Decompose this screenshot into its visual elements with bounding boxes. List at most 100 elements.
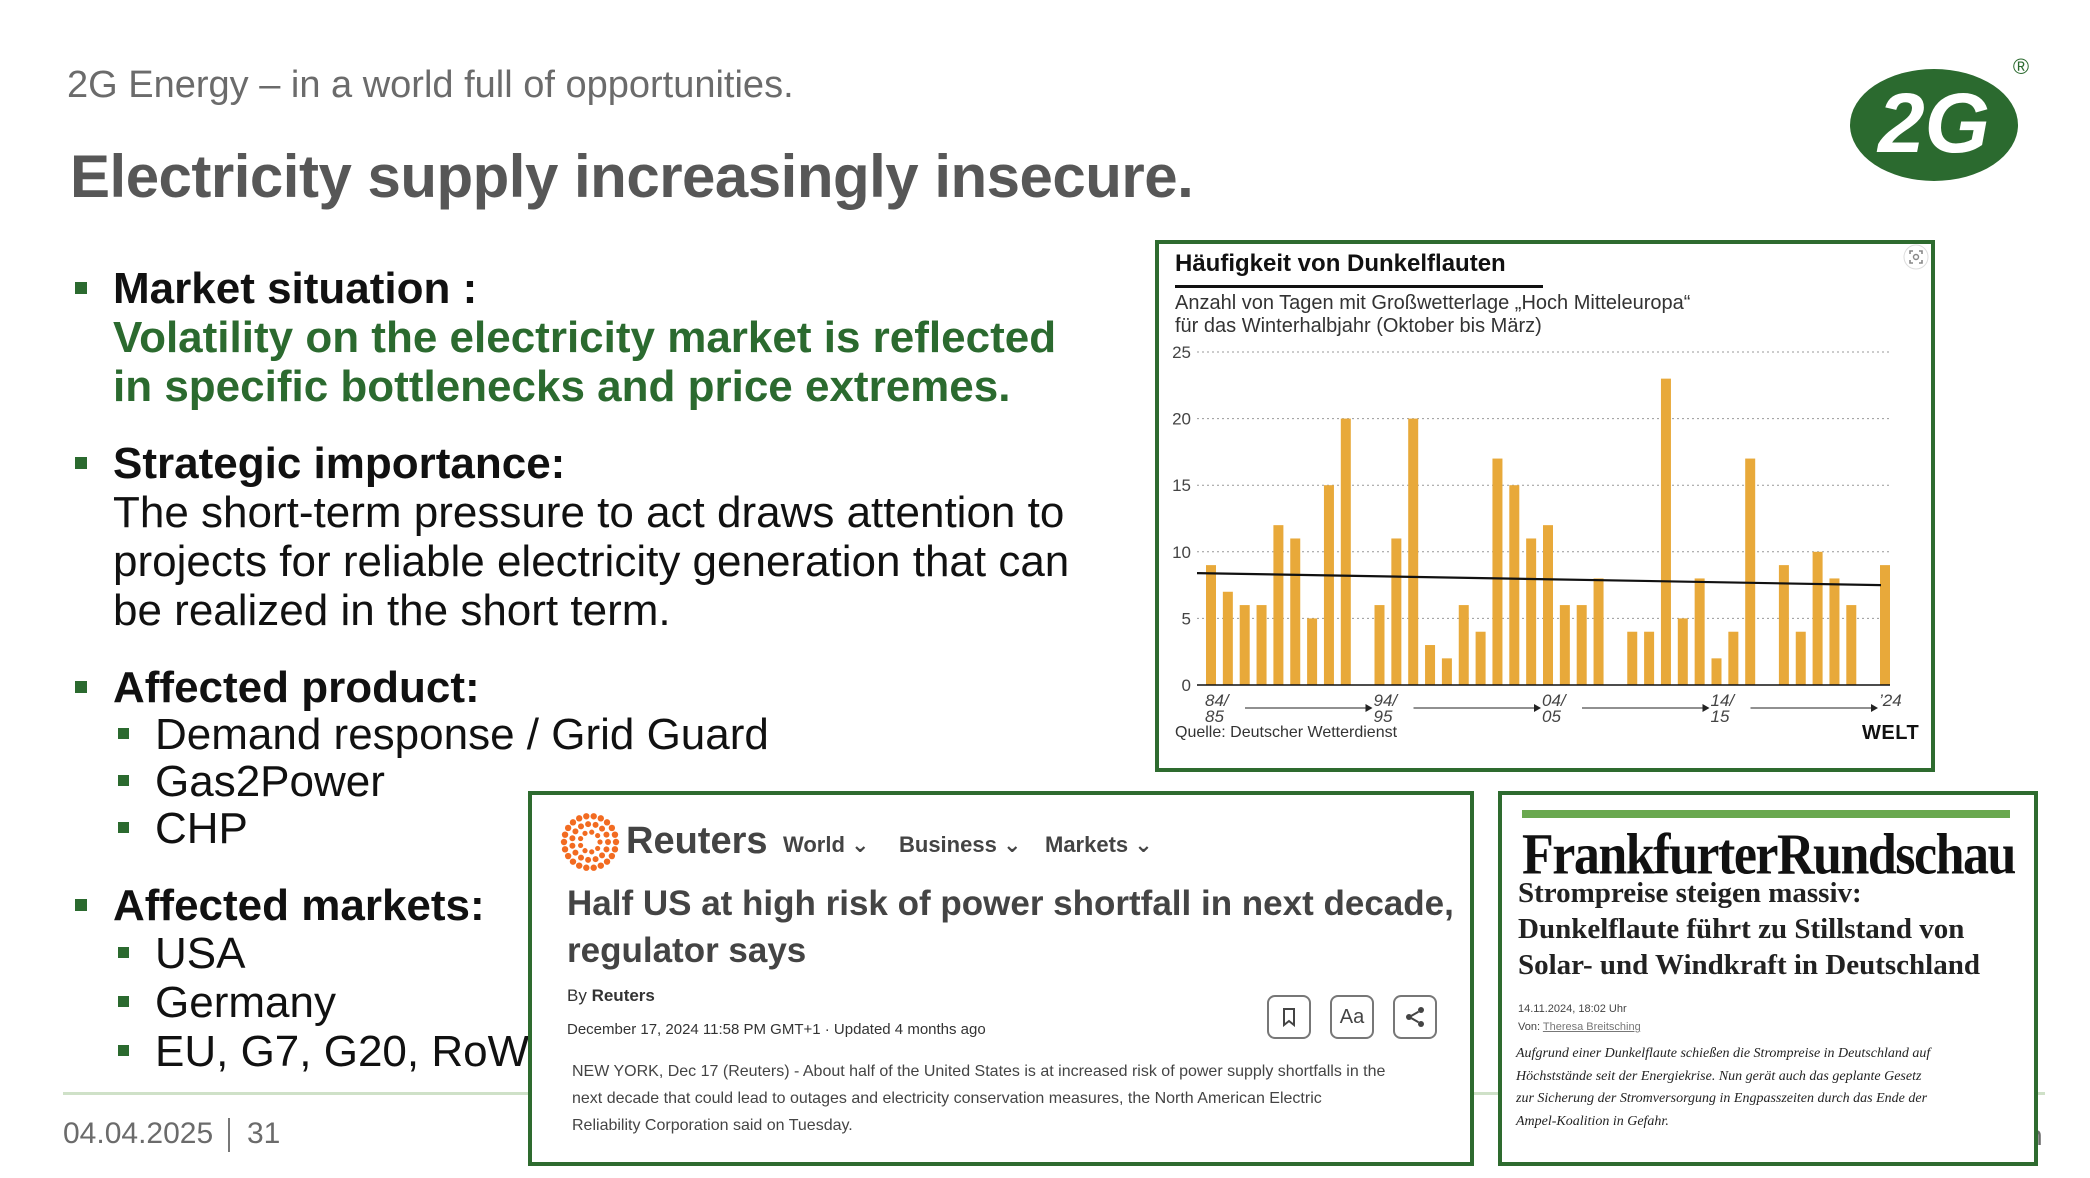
y-tick-label: 25 xyxy=(1172,345,1191,362)
strategic-text-3: be realized in the short term. xyxy=(113,586,671,635)
logo-dot xyxy=(597,862,605,869)
nav-world-label: World xyxy=(783,832,845,857)
fr-brand[interactable]: FrankfurterRundschau xyxy=(1522,823,2016,887)
logo-dot xyxy=(599,825,606,832)
x-tick-label: ’24 xyxy=(1879,691,1902,710)
reuters-body-line-1: NEW YORK, Dec 17 (Reuters) - About half … xyxy=(572,1063,1386,1080)
bookmark-button[interactable] xyxy=(1267,995,1311,1039)
logo-dot xyxy=(603,858,611,865)
nav-markets[interactable]: Markets ⌄ xyxy=(1045,832,1153,858)
strategic-importance-label: Strategic importance: xyxy=(113,439,566,488)
axis-arrow-head xyxy=(1365,704,1373,712)
bar xyxy=(1728,631,1739,685)
fr-accent-bar xyxy=(1522,810,2010,818)
bar xyxy=(1829,578,1840,685)
fr-headline[interactable]: Strompreise steigen massiv: Dunkelflaute… xyxy=(1518,875,2018,983)
bar xyxy=(1408,418,1419,685)
logo-text: 2G xyxy=(1876,76,1990,170)
logo-dot xyxy=(608,852,616,860)
y-tick-label: 10 xyxy=(1172,543,1191,562)
fr-body-line-2: Höchststände seit der Energiekrise. Nun … xyxy=(1516,1068,1922,1084)
strategic-text-1: The short-term pressure to act draws att… xyxy=(113,488,1065,537)
logo-dot xyxy=(611,831,619,838)
bar xyxy=(1778,565,1789,685)
fr-body: Aufgrund einer Dunkelflaute schießen die… xyxy=(1516,1043,2016,1133)
market-situation-text-1: Volatility on the electricity market is … xyxy=(113,313,1057,362)
logo-dot xyxy=(569,842,576,849)
bar xyxy=(1425,645,1436,685)
nav-world[interactable]: World ⌄ xyxy=(783,832,869,858)
market-situation-label: Market situation : xyxy=(113,264,478,313)
fr-author[interactable]: Theresa Breitsching xyxy=(1542,1021,1641,1033)
slide-subtitle: 2G Energy – in a world full of opportuni… xyxy=(67,64,794,106)
bar xyxy=(1340,418,1351,685)
byline-prefix: By xyxy=(567,986,587,1005)
trend-line xyxy=(1196,572,1882,587)
y-tick-label: 0 xyxy=(1182,676,1191,695)
reuters-headline[interactable]: Half US at high risk of power shortfall … xyxy=(567,880,1467,974)
bar xyxy=(1543,525,1553,685)
logo-dot xyxy=(612,838,620,846)
bar xyxy=(1593,578,1604,685)
fr-body-line-1: Aufgrund einer Dunkelflaute schießen die… xyxy=(1516,1046,1931,1061)
logo-dot xyxy=(569,819,577,826)
chart-subtitle: Anzahl von Tagen mit Großwetterlage „Hoc… xyxy=(1175,292,1690,338)
logo-dot xyxy=(572,849,579,856)
logo-dot xyxy=(564,824,572,832)
market-situation-text-2: in specific bottlenecks and price extrem… xyxy=(113,362,1011,411)
chart-subtitle-line-2: für das Winterhalbjahr (Oktober bis März… xyxy=(1175,315,1542,337)
market-item: Germany xyxy=(155,978,336,1027)
reuters-logo-icon xyxy=(560,812,620,872)
x-tick-label: 84/ xyxy=(1205,691,1231,710)
chart-title: Häufigkeit von Dunkelflauten xyxy=(1175,250,1506,277)
chart-subtitle-line-1: Anzahl von Tagen mit Großwetterlage „Hoc… xyxy=(1175,292,1691,314)
font-size-button[interactable]: Aa xyxy=(1330,995,1374,1039)
logo-dot xyxy=(597,839,603,845)
sub-bullet-marker xyxy=(118,822,129,833)
axis-arrow-head xyxy=(1702,704,1710,712)
fr-date: 14.11.2024, 18:02 Uhr xyxy=(1518,1003,1627,1015)
logo-dot xyxy=(578,854,584,861)
x-tick-label: 15 xyxy=(1711,707,1730,726)
share-button[interactable] xyxy=(1393,995,1437,1039)
reuters-headline-line-2: regulator says xyxy=(567,931,807,970)
bar xyxy=(1880,565,1890,685)
expand-icon[interactable] xyxy=(1903,244,1929,270)
bar xyxy=(1222,591,1233,685)
fr-headline-line-1: Strompreise steigen massiv: xyxy=(1518,877,1862,909)
strategic-text-2: projects for reliable electricity genera… xyxy=(113,537,1070,586)
reuters-byline: By Reuters xyxy=(567,986,655,1006)
fr-body-line-3: zur Sicherung der Stromversorgung in Eng… xyxy=(1516,1091,1928,1106)
logo-dot xyxy=(595,845,601,852)
bar xyxy=(1812,551,1823,685)
reuters-body-line-2: next decade that could lead to outages a… xyxy=(572,1090,1322,1107)
reuters-body-line-3: Reliability Corporation said on Tuesday. xyxy=(572,1117,853,1134)
logo-dot xyxy=(585,856,592,863)
chevron-down-icon: ⌄ xyxy=(1134,832,1153,857)
product-item: Gas2Power xyxy=(155,757,385,806)
bar xyxy=(1323,485,1334,685)
chevron-down-icon: ⌄ xyxy=(851,832,870,857)
axis-arrow-head xyxy=(1871,704,1878,712)
logo-dot xyxy=(605,839,611,845)
logo-dot xyxy=(578,842,584,849)
logo-dot xyxy=(595,832,601,839)
logo-dot xyxy=(590,813,597,820)
byline-author[interactable]: Reuters xyxy=(591,986,655,1005)
logo-dot xyxy=(572,828,579,835)
nav-business[interactable]: Business ⌄ xyxy=(899,832,1021,858)
nav-business-label: Business xyxy=(899,832,997,857)
x-tick-label: 04/ xyxy=(1542,691,1568,710)
bullet-marker xyxy=(75,457,87,469)
market-item: EU, G7, G20, RoW xyxy=(155,1027,530,1076)
sub-bullet-marker xyxy=(118,1045,129,1056)
footer-date: 04.04.2025 xyxy=(63,1117,214,1150)
logo-dot xyxy=(561,846,569,853)
company-logo: 2G ® xyxy=(1848,54,2033,181)
logo-dot xyxy=(597,815,605,822)
reuters-brand[interactable]: Reuters xyxy=(626,820,768,862)
bar xyxy=(1644,631,1655,685)
bar xyxy=(1475,631,1486,685)
sub-bullet-marker xyxy=(118,947,129,958)
